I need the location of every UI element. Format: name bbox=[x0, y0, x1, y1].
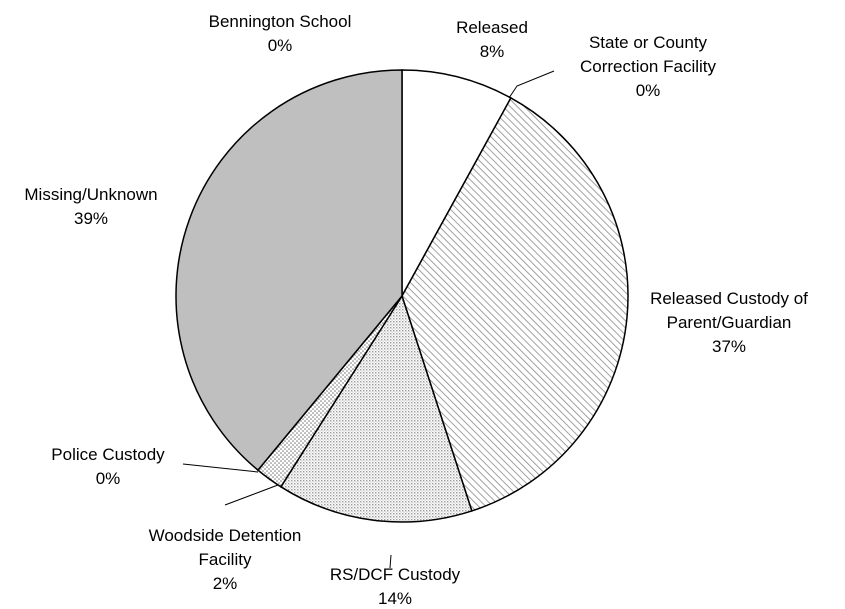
slice-name-label: Police Custody bbox=[51, 445, 165, 464]
slice-label-released-custody-of: Released Custody of Parent/Guardian 37% bbox=[650, 289, 808, 356]
slice-label-rs-dcf-custody: RS/DCF Custody 14% bbox=[330, 565, 461, 608]
slice-label-released: Released 8% bbox=[456, 18, 528, 61]
pie-slice-released-custody-of-parent-guardian bbox=[401, 96, 629, 512]
leader-lines bbox=[182, 70, 555, 569]
slice-percent-label: 14% bbox=[378, 589, 412, 608]
slice-percent-label: 2% bbox=[213, 574, 238, 593]
slice-name-label: Facility bbox=[199, 550, 252, 569]
pie-slice-released bbox=[401, 69, 512, 297]
pie-slices bbox=[175, 69, 629, 523]
slice-name-label: State or County bbox=[589, 33, 708, 52]
pie-slice-missing-unknown bbox=[175, 69, 403, 472]
slice-percent-label: 0% bbox=[96, 469, 121, 488]
slice-label-woodside-detention: Woodside Detention Facility 2% bbox=[149, 526, 302, 593]
slice-percent-label: 8% bbox=[480, 42, 505, 61]
slice-labels: Bennington School 0% Released 8% State or Co… bbox=[24, 12, 808, 608]
slice-percent-label: 37% bbox=[712, 337, 746, 356]
slice-label-state-or-county: State or County Correction Facility 0% bbox=[580, 33, 717, 100]
slice-name-label: Correction Facility bbox=[580, 57, 717, 76]
leader-line bbox=[389, 554, 392, 569]
slice-name-label: Woodside Detention bbox=[149, 526, 302, 545]
slice-name-label: Bennington School bbox=[209, 12, 352, 31]
slice-label-bennington-school: Bennington School 0% bbox=[209, 12, 352, 55]
slice-percent-label: 0% bbox=[636, 81, 661, 100]
slice-name-label: Missing/Unknown bbox=[24, 185, 157, 204]
slice-name-label: Released bbox=[456, 18, 528, 37]
leader-line bbox=[182, 463, 259, 473]
slice-name-label: RS/DCF Custody bbox=[330, 565, 461, 584]
slice-percent-label: 0% bbox=[268, 36, 293, 55]
slice-name-label: Released Custody of bbox=[650, 289, 808, 308]
slice-percent-label: 39% bbox=[74, 209, 108, 228]
pie-slice-srs-dcf-custody bbox=[279, 294, 473, 523]
leader-line bbox=[224, 484, 279, 506]
slice-name-label: Parent/Guardian bbox=[667, 313, 792, 332]
leader-line bbox=[508, 70, 555, 99]
slice-label-police-custody: Police Custody 0% bbox=[51, 445, 165, 488]
slice-label-missing-unknown: Missing/Unknown 39% bbox=[24, 185, 157, 228]
